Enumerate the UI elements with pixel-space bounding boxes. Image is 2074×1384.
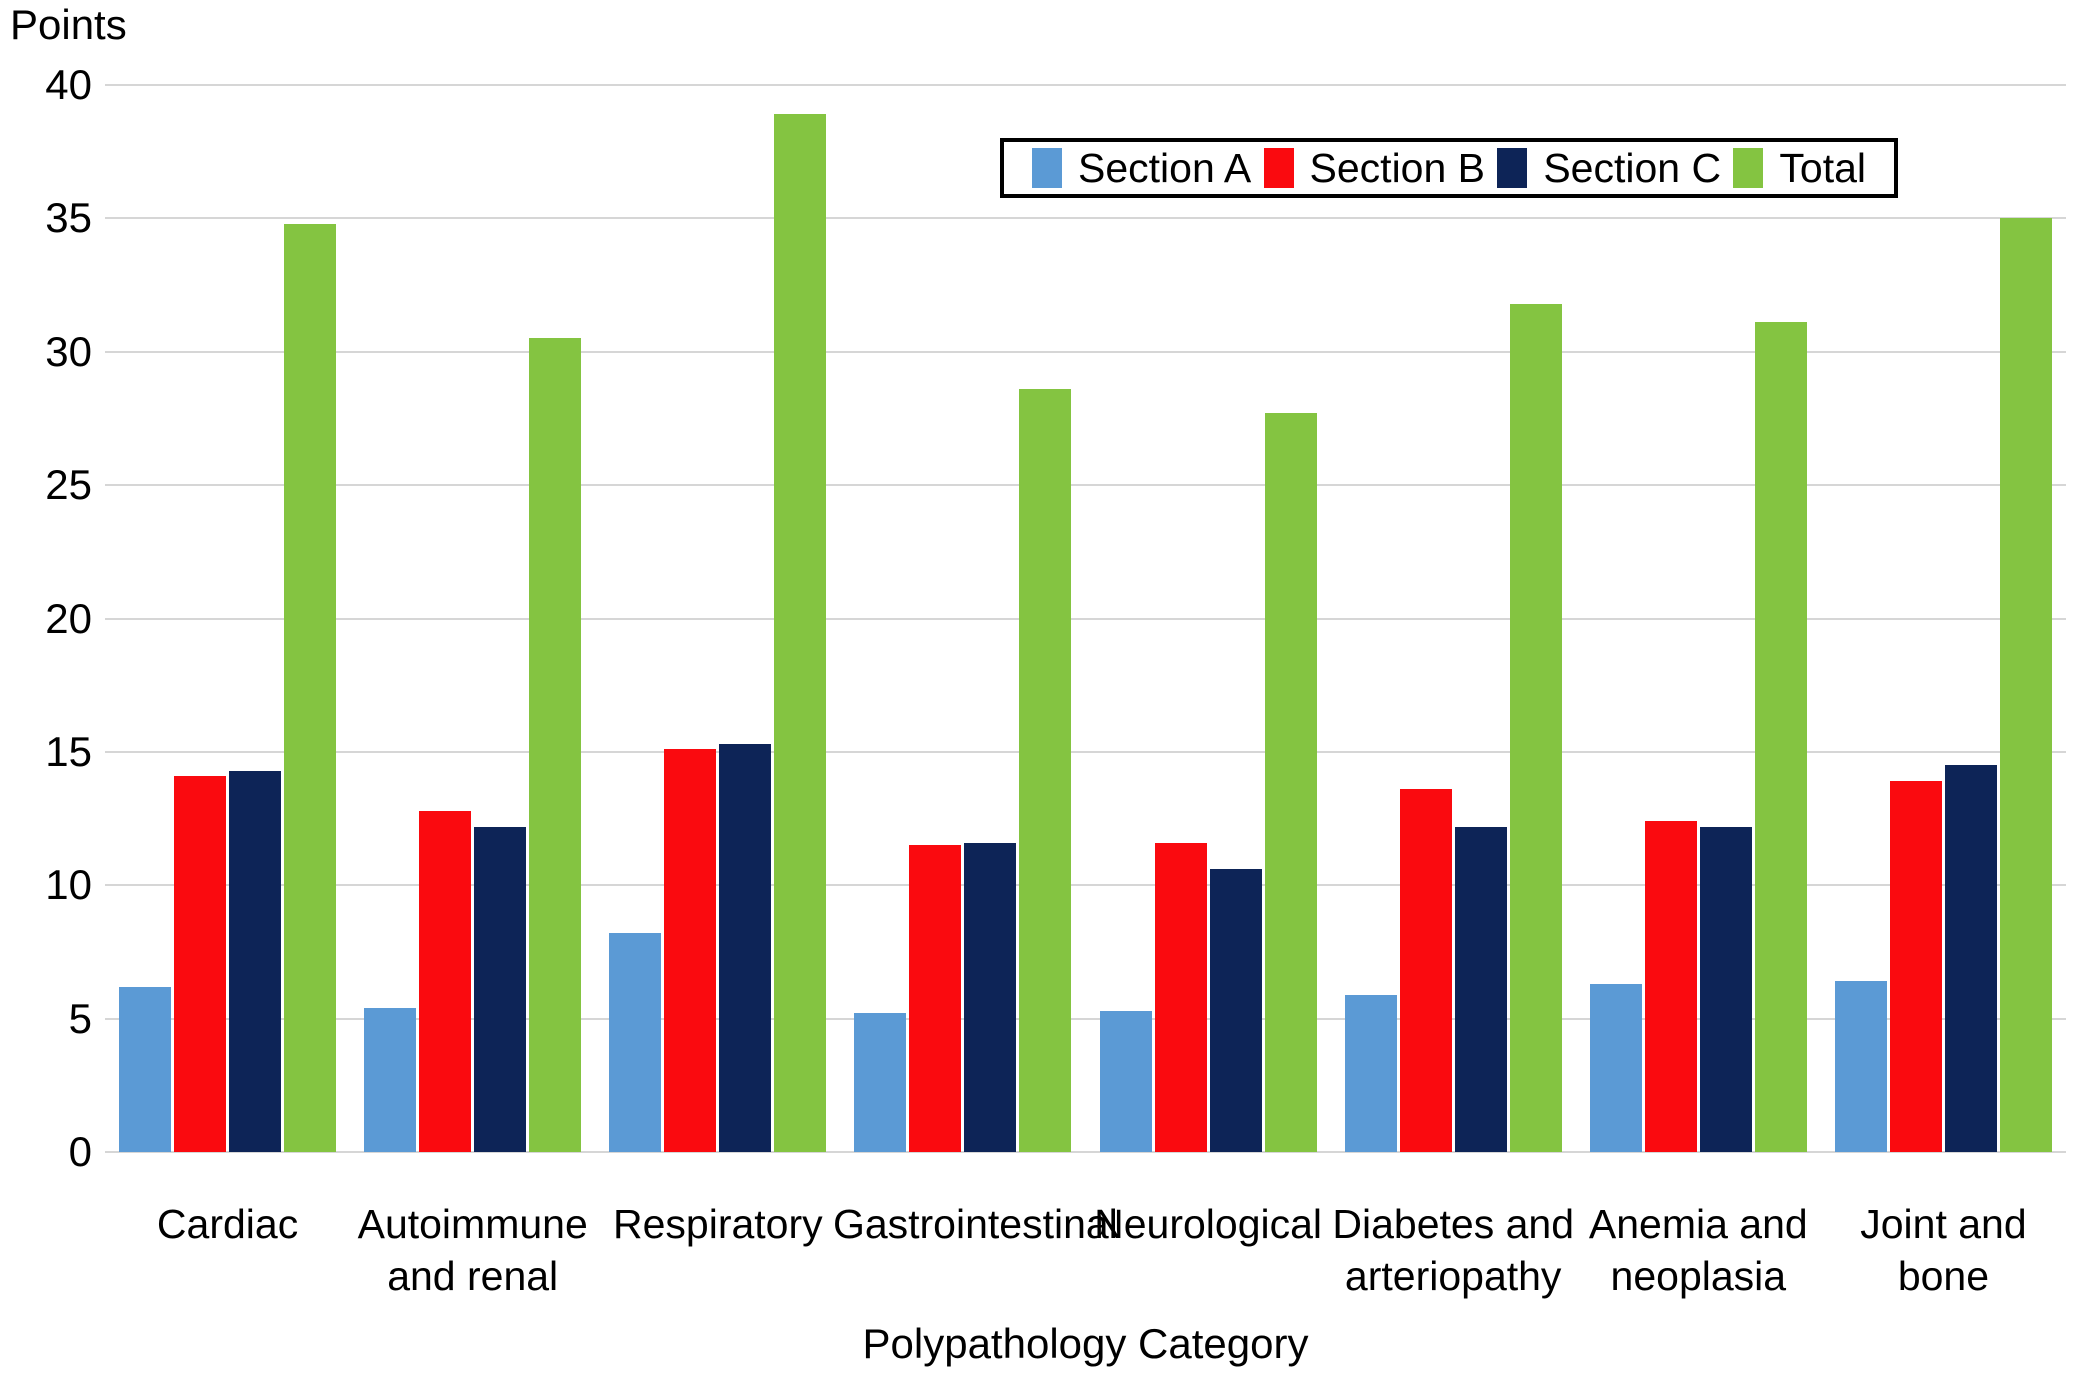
bar-section-c-respiratory xyxy=(719,743,772,1152)
gridline xyxy=(105,750,2066,753)
legend-label: Section B xyxy=(1309,144,1486,191)
x-tick-label-joint-and-bone: Joint and bone xyxy=(1860,1201,2027,1299)
y-axis-title: Points xyxy=(10,1,127,48)
bar-total-neurological xyxy=(1264,413,1317,1152)
x-tick-label-cardiac: Cardiac xyxy=(156,1201,299,1247)
gridline xyxy=(105,884,2066,887)
bar-section-b-autoimmune-and-renal xyxy=(419,810,472,1152)
x-tick-label-diabetes-and-arteriopathy: Diabetes and arteriopathy xyxy=(1332,1201,1574,1299)
x-tick-label-gastrointestinal: Gastrointestinal xyxy=(832,1201,1118,1247)
gridline xyxy=(105,217,2066,220)
bar-total-diabetes-and-arteriopathy xyxy=(1509,303,1562,1152)
x-tick-label-anemia-and-neoplasia: Anemia and neoplasia xyxy=(1588,1201,1808,1299)
bar-section-a-cardiac xyxy=(119,986,172,1152)
legend-label: Total xyxy=(1779,144,1866,191)
x-tick-label-neurological: Neurological xyxy=(1094,1201,1323,1247)
bar-section-b-cardiac xyxy=(174,775,227,1152)
bar-section-c-autoimmune-and-renal xyxy=(474,826,527,1152)
gridline xyxy=(105,350,2066,353)
bar-total-gastrointestinal xyxy=(1019,389,1072,1152)
legend-swatch-section-b xyxy=(1263,148,1294,188)
gridline xyxy=(105,484,2066,487)
bar-section-c-gastrointestinal xyxy=(964,842,1017,1152)
y-tick-label: 20 xyxy=(45,594,92,642)
bar-section-c-joint-and-bone xyxy=(1944,765,1997,1152)
x-tick-label-autoimmune-and-renal: Autoimmune and renal xyxy=(357,1201,588,1299)
x-tick-label-respiratory: Respiratory xyxy=(613,1201,823,1247)
bar-section-b-anemia-and-neoplasia xyxy=(1644,821,1697,1152)
bar-section-a-anemia-and-neoplasia xyxy=(1589,983,1642,1152)
bar-total-autoimmune-and-renal xyxy=(529,338,582,1152)
legend-swatch-section-a xyxy=(1032,148,1062,188)
bar-section-c-cardiac xyxy=(229,770,282,1152)
legend-label: Section C xyxy=(1543,144,1722,191)
bar-section-b-respiratory xyxy=(664,749,717,1152)
legend-swatch-total xyxy=(1733,148,1764,188)
gridline xyxy=(105,1017,2066,1020)
legend: Section A Section B Section C Total xyxy=(1000,138,1898,198)
y-tick-label: 40 xyxy=(45,61,92,108)
gridline xyxy=(105,84,2066,86)
bar-section-a-autoimmune-and-renal xyxy=(364,1007,417,1152)
bar-section-c-anemia-and-neoplasia xyxy=(1699,826,1752,1152)
bar-total-respiratory xyxy=(774,114,827,1152)
gridline xyxy=(105,617,2066,620)
y-tick-label: 25 xyxy=(45,461,92,509)
y-tick-label: 30 xyxy=(45,327,92,375)
bar-section-b-diabetes-and-arteriopathy xyxy=(1399,789,1452,1152)
legend-item-total: Total xyxy=(1733,145,1866,192)
legend-swatch-section-c xyxy=(1497,148,1528,188)
legend-item-section-b: Section B xyxy=(1263,144,1486,192)
bar-section-a-gastrointestinal xyxy=(854,1013,907,1152)
y-tick-label: 0 xyxy=(68,1128,92,1175)
y-tick-label: 35 xyxy=(45,194,92,242)
legend-item-section-a: Section A xyxy=(1032,145,1251,192)
gridline xyxy=(105,1151,2066,1153)
legend-label: Section A xyxy=(1078,144,1252,191)
bar-total-cardiac xyxy=(284,223,337,1152)
bar-total-anemia-and-neoplasia xyxy=(1754,322,1807,1152)
y-tick-label: 5 xyxy=(68,994,92,1042)
x-axis-title: Polypathology Category xyxy=(862,1320,1309,1367)
bar-section-a-neurological xyxy=(1099,1010,1152,1152)
legend-item-section-c: Section C xyxy=(1497,145,1721,192)
bar-section-c-diabetes-and-arteriopathy xyxy=(1454,826,1507,1152)
bar-section-b-neurological xyxy=(1154,842,1207,1152)
bar-section-b-gastrointestinal xyxy=(909,845,962,1152)
bar-section-a-joint-and-bone xyxy=(1834,981,1887,1152)
bar-section-a-diabetes-and-arteriopathy xyxy=(1344,994,1397,1152)
y-tick-label: 10 xyxy=(45,861,92,909)
bar-total-joint-and-bone xyxy=(1999,218,2052,1152)
bar-section-b-joint-and-bone xyxy=(1889,781,1942,1152)
bar-section-c-neurological xyxy=(1209,869,1262,1152)
y-tick-label: 15 xyxy=(45,727,92,775)
bar-section-a-respiratory xyxy=(609,933,662,1152)
